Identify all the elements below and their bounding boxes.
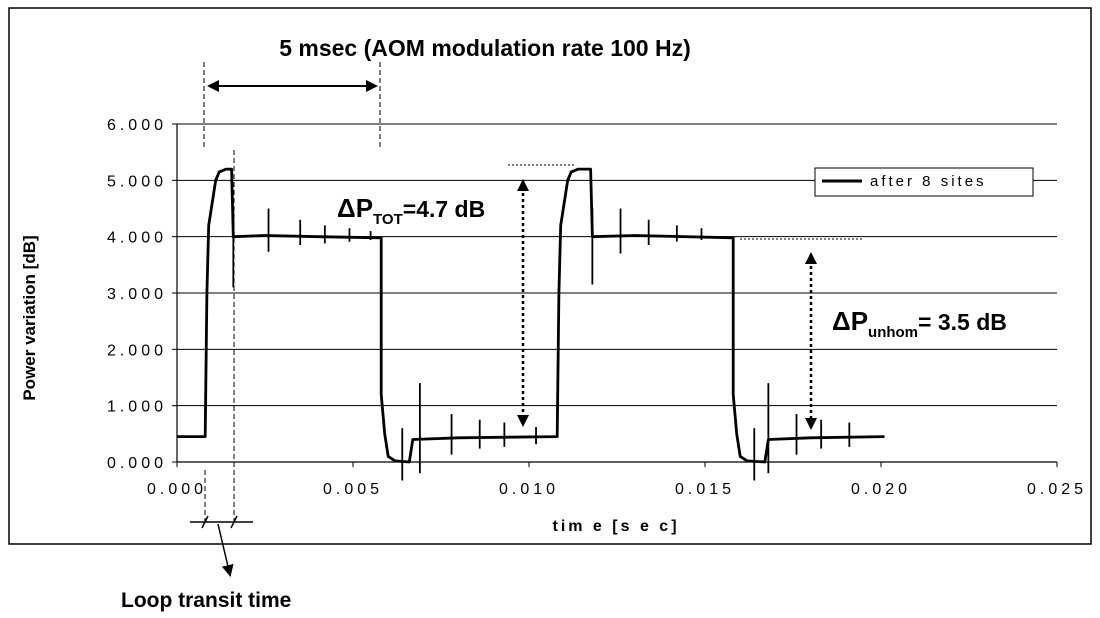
x-tick-label: 0.005 — [323, 481, 383, 498]
y-tick-label: 3.000 — [107, 286, 167, 303]
legend-label: after 8 sites — [870, 173, 987, 190]
series-layer — [177, 167, 885, 481]
x-tick-label: 0.000 — [147, 481, 207, 498]
x-tick-label: 0.010 — [499, 481, 559, 498]
y-tick-label: 2.000 — [107, 342, 167, 359]
loop-transit-arrow — [217, 523, 234, 577]
dp-unhom-prefix: ΔP — [832, 306, 868, 336]
dp-unhom-label: ΔPunhom= 3.5 dB — [832, 306, 1007, 341]
legend: after 8 sites — [814, 167, 1034, 197]
dp-tot-prefix: ΔP — [337, 193, 373, 223]
x-tick-label: 0.020 — [851, 481, 911, 498]
loop-transit-label: Loop transit time — [121, 589, 291, 612]
y-tick-label: 4.000 — [107, 230, 167, 247]
series-line-after-8-sites — [177, 167, 885, 464]
dp-unhom-subscript: unhom — [868, 324, 918, 341]
loop-tick-right — [230, 515, 238, 529]
dp-tot-label: ΔPTOT=4.7 dB — [337, 193, 485, 228]
chart-frame — [8, 7, 1092, 545]
y-tick-label: 0.000 — [107, 455, 167, 472]
axes — [172, 123, 1058, 467]
x-tick-label: 0.015 — [675, 481, 735, 498]
dp-tot-value: =4.7 dB — [403, 196, 485, 222]
dp-tot-subscript: TOT — [373, 211, 403, 228]
dp-unhom-value: = 3.5 dB — [918, 309, 1007, 335]
x-tick-label: 0.025 — [1027, 481, 1087, 498]
y-tick-label: 6.000 — [107, 117, 167, 134]
period-annotation: 5 msec (AOM modulation rate 100 Hz) — [279, 35, 691, 61]
loop-tick-left — [201, 515, 209, 529]
tick-labels: 0.000 1.000 2.000 3.000 4.000 5.000 6.000 0.000… — [107, 117, 1087, 498]
y-tick-label: 1.000 — [107, 399, 167, 416]
x-axis-label: tim e [s e c] — [552, 518, 679, 535]
y-axis-label: Power variation [dB] — [20, 235, 39, 400]
y-tick-label: 5.000 — [107, 173, 167, 190]
